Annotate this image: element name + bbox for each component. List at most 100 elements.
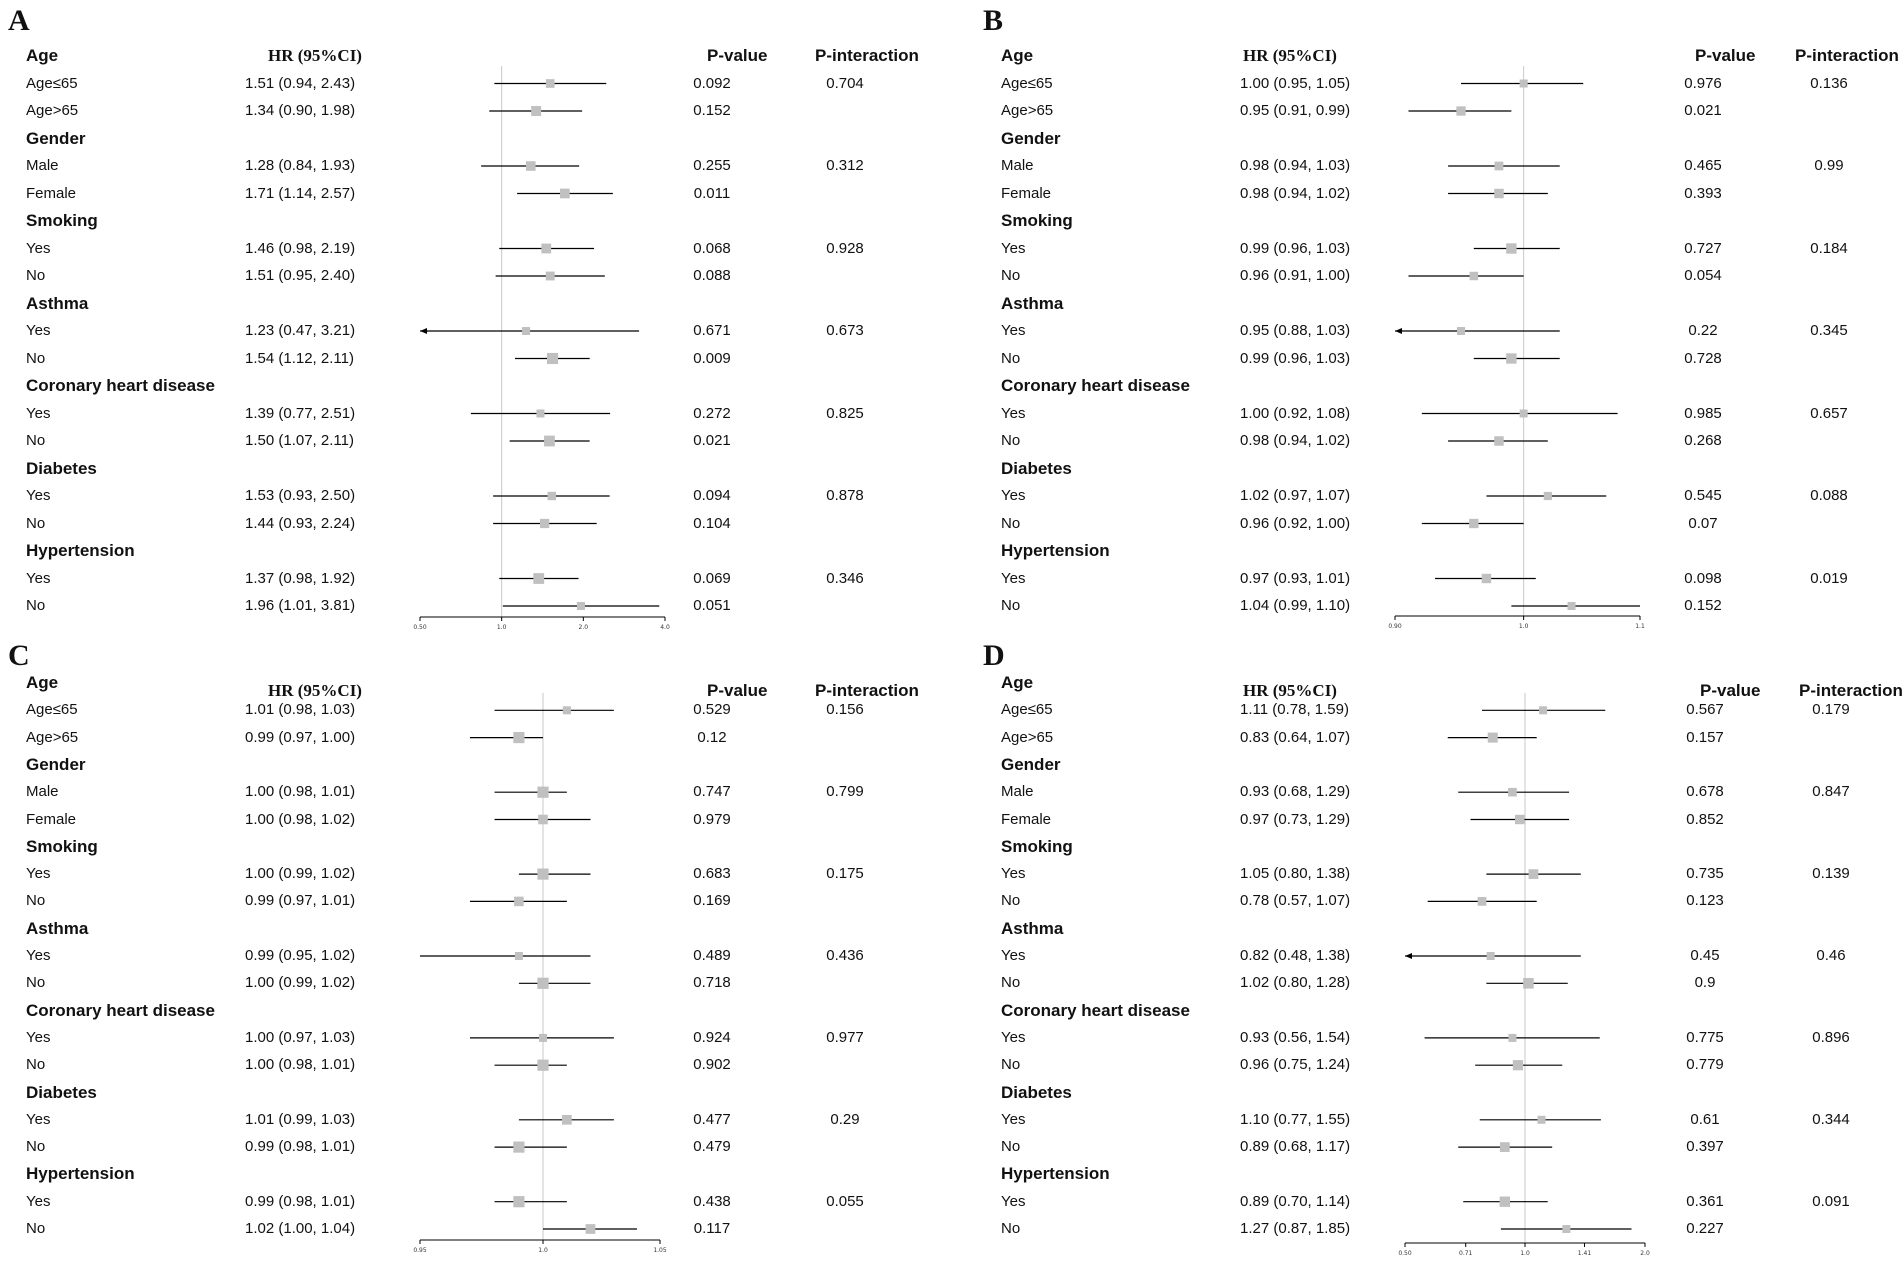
p-interaction-value: 0.928 [826,239,864,257]
hr-ci-value: 1.34 (0.90, 1.98) [245,102,356,119]
p-value: 0.021 [1684,102,1722,119]
hr-ci-value: 1.11 (0.78, 1.59) [1240,701,1349,719]
hr-ci-value: 1.00 (0.98, 1.01) [245,783,356,801]
x-axis-tick-label: 0.95 [413,1247,427,1254]
hr-marker [562,706,571,715]
hr-marker [1499,1142,1510,1152]
hr-marker [544,435,555,447]
forest-plot-svg: 0.50 0.71 1.0 1.41 2.0 [1398,693,1650,1257]
p-interaction-value: 0.673 [826,322,864,339]
p-value: 0.361 [1686,1192,1724,1210]
x-axis-tick-label: 0.71 [1459,1250,1473,1257]
subgroup-heading: Age [1001,673,1034,692]
hr-ci-value: 0.98 (0.94, 1.02) [1240,184,1351,202]
subgroup-heading: Gender [26,128,86,148]
hr-ci-value: 1.27 (0.87, 1.85) [1240,1220,1351,1237]
hr-marker [538,814,548,825]
p-value: 0.902 [693,1056,731,1074]
hr-marker [1481,573,1492,584]
row-label: No [1001,1220,1021,1237]
hr-marker [545,79,555,88]
subgroup-heading: Age [1001,46,1034,65]
row-label: No [26,432,46,449]
hr-ci-value: 0.99 (0.97, 1.01) [245,892,356,910]
subgroup-heading: Hypertension [26,1164,135,1184]
p-value: 0.12 [697,728,727,746]
hr-marker [537,868,549,880]
hr-marker [531,106,542,116]
x-axis-tick-label: 4.0 [660,624,670,631]
p-value: 0.61 [1690,1110,1720,1128]
hr-marker [1457,327,1466,335]
x-axis-tick-label: 0.50 [413,624,427,631]
hr-marker [522,327,531,335]
x-axis-tick-label: 1.0 [1519,623,1529,630]
row-label: No [26,514,46,532]
forest-plot-svg: 0.50 1.0 2.0 4.0 [413,66,670,631]
p-value: 0.9 [1694,974,1716,992]
row-label: No [26,974,46,992]
p-value: 0.477 [693,1110,731,1128]
hr-ci-value: 1.28 (0.84, 1.93) [245,157,356,174]
hr-ci-value: 0.99 (0.96, 1.03) [1240,239,1351,257]
row-label: Age>65 [1001,102,1054,119]
hr-ci-value: 1.37 (0.98, 1.92) [245,569,356,587]
p-interaction-value: 0.136 [1810,74,1848,92]
hr-ci-value: 1.01 (0.99, 1.03) [245,1110,356,1128]
p-value: 0.728 [1684,349,1722,367]
hr-ci-value: 0.99 (0.95, 1.02) [245,947,356,964]
hr-ci-value: 1.00 (0.98, 1.01) [245,1056,356,1074]
row-label: Age>65 [1001,728,1054,746]
hr-marker [513,732,525,744]
p-interaction-value: 0.29 [830,1110,860,1128]
hr-marker [1543,491,1552,501]
p-interaction-column-header: P-interaction [1799,681,1902,700]
p-value: 0.924 [693,1028,731,1046]
hr-ci-value: 1.54 (1.12, 2.11) [245,349,354,367]
p-interaction-value: 0.184 [1810,239,1848,257]
p-value: 0.092 [693,74,731,92]
hr-ci-value: 0.99 (0.98, 1.01) [245,1192,356,1210]
p-value: 0.979 [693,810,731,828]
hr-ci-value: 0.96 (0.92, 1.00) [1240,514,1351,532]
row-label: No [1001,267,1021,284]
hr-ci-value: 1.00 (0.99, 1.02) [245,974,356,992]
row-label: No [1001,349,1021,367]
p-value: 0.529 [693,701,731,719]
hr-marker [1519,79,1528,88]
p-interaction-value: 0.175 [826,865,864,883]
subgroup-heading: Diabetes [26,458,97,478]
subgroup-heading: Diabetes [26,1082,97,1102]
hr-marker [1512,1060,1524,1071]
p-interaction-value: 0.799 [826,783,864,801]
hr-marker [547,491,556,501]
p-interaction-value: 0.055 [826,1192,864,1210]
p-value-column-header: P-value [707,46,768,65]
hr-marker [537,786,549,798]
row-label: No [26,1220,46,1237]
p-value: 0.088 [693,267,731,284]
p-interaction-value: 0.019 [1810,569,1848,587]
hr-marker [540,518,550,529]
subgroup-heading: Asthma [26,918,89,938]
forest-plot-svg: 0.90 1.0 1.1 [1388,66,1645,630]
hr-marker [1487,732,1498,743]
hr-marker [1494,436,1504,446]
p-value: 0.069 [693,569,731,587]
row-label: Yes [1001,947,1026,964]
hr-marker [513,1141,525,1153]
row-label: Yes [26,947,51,964]
p-value: 0.157 [1686,728,1724,746]
subgroup-heading: Age [26,673,59,692]
hr-ci-value: 1.50 (1.07, 2.11) [245,432,354,449]
subgroup-heading: Asthma [1001,293,1064,313]
p-value: 0.397 [1686,1138,1724,1156]
row-label: No [1001,432,1021,449]
p-interaction-value: 0.704 [826,74,864,92]
row-label: Yes [26,239,51,257]
hr-marker [1486,952,1495,960]
x-axis-tick-label: 1.41 [1578,1250,1592,1257]
hr-ci-value: 0.96 (0.91, 1.00) [1240,267,1351,284]
subgroup-heading: Smoking [1001,211,1073,230]
subgroup-heading: Smoking [26,211,98,230]
